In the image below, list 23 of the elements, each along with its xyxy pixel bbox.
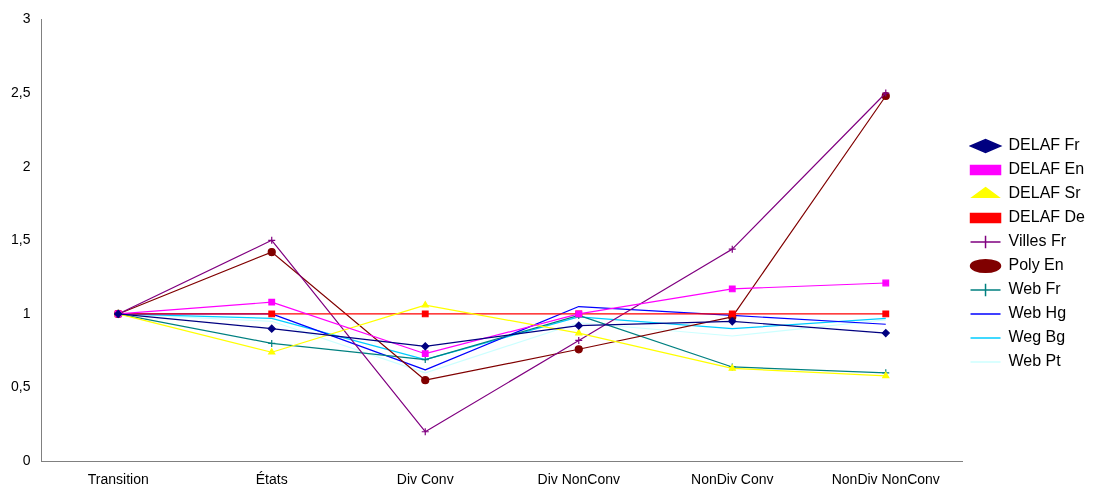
x-tick-label: NonDiv NonConv xyxy=(831,471,940,488)
y-tick-label: 1 xyxy=(22,304,31,321)
legend-label: DELAF En xyxy=(1008,160,1085,178)
legend-label: Web Hg xyxy=(1008,304,1067,322)
legend-label: Weg Bg xyxy=(1008,328,1066,346)
x-tick-label: NonDiv Conv xyxy=(691,471,774,488)
y-tick-label: 2,5 xyxy=(10,83,31,100)
y-tick-label: 2 xyxy=(22,157,31,174)
x-tick-label: Div Conv xyxy=(396,471,454,488)
x-tick-label: Transition xyxy=(87,471,149,488)
legend-label: Web Fr xyxy=(1008,280,1062,298)
x-tick-label: Div NonConv xyxy=(537,471,620,488)
legend-label: Web Pt xyxy=(1008,352,1062,370)
y-tick-label: 1,5 xyxy=(10,231,31,248)
x-tick-label: États xyxy=(255,471,288,488)
legend-label: DELAF De xyxy=(1008,208,1086,226)
y-tick-label: 3 xyxy=(22,10,31,27)
y-tick-label: 0 xyxy=(22,452,31,469)
legend-label: Poly En xyxy=(1008,256,1064,274)
y-tick-label: 0,5 xyxy=(10,378,31,395)
legend-label: DELAF Fr xyxy=(1008,136,1081,154)
legend-label: DELAF Sr xyxy=(1008,184,1082,202)
legend-label: Villes Fr xyxy=(1008,232,1067,250)
